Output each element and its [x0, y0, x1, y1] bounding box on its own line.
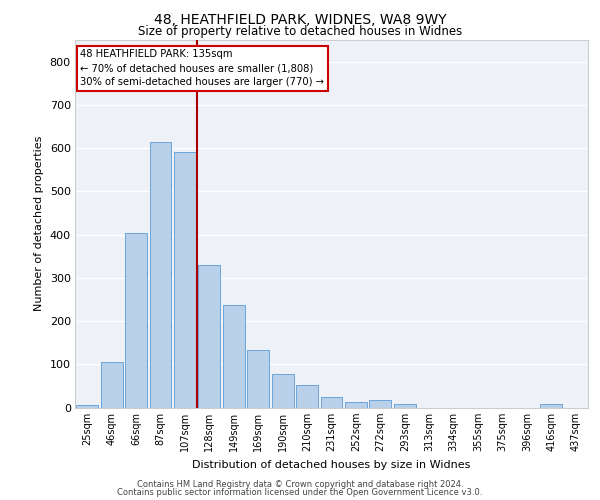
- Bar: [199, 265, 220, 408]
- Text: 48, HEATHFIELD PARK, WIDNES, WA8 9WY: 48, HEATHFIELD PARK, WIDNES, WA8 9WY: [154, 12, 446, 26]
- Bar: [345, 402, 367, 407]
- Y-axis label: Number of detached properties: Number of detached properties: [34, 136, 44, 312]
- Bar: [174, 152, 196, 407]
- Bar: [125, 233, 147, 408]
- Bar: [76, 405, 98, 407]
- Bar: [272, 374, 293, 408]
- Text: 48 HEATHFIELD PARK: 135sqm
← 70% of detached houses are smaller (1,808)
30% of s: 48 HEATHFIELD PARK: 135sqm ← 70% of deta…: [80, 49, 324, 87]
- Bar: [101, 362, 122, 408]
- Bar: [149, 142, 172, 407]
- Bar: [320, 397, 343, 407]
- Text: Size of property relative to detached houses in Widnes: Size of property relative to detached ho…: [138, 25, 462, 38]
- Bar: [296, 384, 318, 407]
- X-axis label: Distribution of detached houses by size in Widnes: Distribution of detached houses by size …: [193, 460, 470, 469]
- Text: Contains public sector information licensed under the Open Government Licence v3: Contains public sector information licen…: [118, 488, 482, 497]
- Bar: [370, 400, 391, 407]
- Bar: [247, 350, 269, 408]
- Text: Contains HM Land Registry data © Crown copyright and database right 2024.: Contains HM Land Registry data © Crown c…: [137, 480, 463, 489]
- Bar: [394, 404, 416, 407]
- Bar: [541, 404, 562, 407]
- Bar: [223, 305, 245, 408]
